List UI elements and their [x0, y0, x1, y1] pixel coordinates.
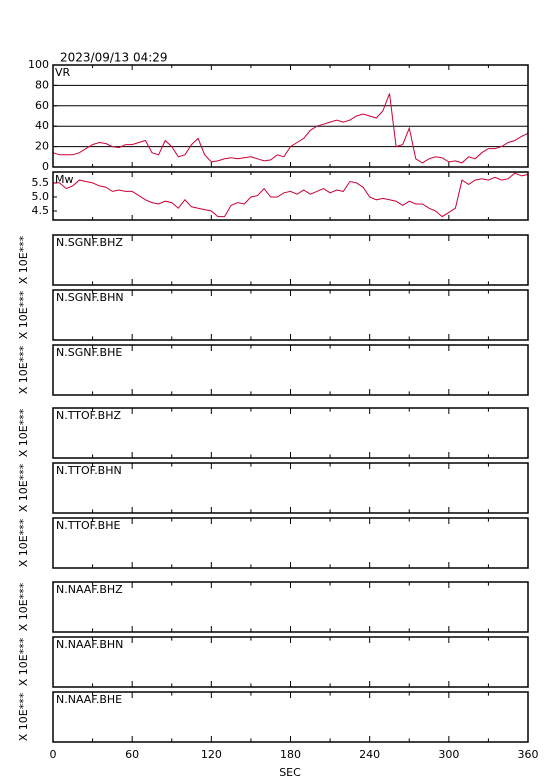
y-tick-label: 5.0 — [32, 190, 50, 203]
trace-frame — [52, 691, 529, 743]
trace-scale: X 10E*** — [17, 463, 30, 512]
x-axis-label: SEC — [279, 766, 301, 779]
trace-label: N.SGNF.BHZ — [56, 236, 123, 249]
trace-label: N.NAAF.BHE — [56, 693, 122, 706]
trace-scale: X 10E*** — [17, 518, 30, 567]
trace-label: N.NAAF.BHZ — [56, 583, 123, 596]
y-tick-label: 100 — [28, 58, 49, 71]
y-tick-label: 40 — [35, 119, 49, 132]
trace-line — [52, 93, 529, 164]
trace-scale: X 10E*** — [17, 408, 30, 457]
x-tick-label: 300 — [438, 748, 459, 761]
figure-title: 2023/09/13 04:29 — [60, 51, 168, 65]
panel-frame — [52, 64, 529, 168]
x-tick-label: 60 — [125, 748, 139, 761]
trace-frame — [52, 636, 529, 688]
panel-label: VR — [55, 66, 71, 79]
trace-label: N.TTOF.BHN — [56, 464, 122, 477]
x-tick-label: 240 — [359, 748, 380, 761]
y-tick-label: 0 — [42, 160, 49, 173]
trace-scale: X 10E*** — [17, 235, 30, 284]
trace-scale: X 10E*** — [17, 345, 30, 394]
y-tick-label: 20 — [35, 140, 49, 153]
y-tick-label: 5.5 — [32, 176, 50, 189]
y-tick-label: 4.5 — [32, 204, 50, 217]
trace-frame — [52, 462, 529, 514]
trace-scale: X 10E*** — [17, 692, 30, 741]
trace-label: N.TTOF.BHZ — [56, 409, 122, 422]
trace-frame — [52, 407, 529, 459]
trace-label: N.TTOF.BHE — [56, 519, 121, 532]
trace-label: N.SGNF.BHE — [56, 346, 122, 359]
x-tick-label: 0 — [50, 748, 57, 761]
trace-frame — [52, 234, 529, 286]
y-tick-label: 80 — [35, 78, 49, 91]
x-tick-label: 360 — [518, 748, 539, 761]
trace-frame — [52, 344, 529, 396]
trace-scale: X 10E*** — [17, 637, 30, 686]
trace-scale: X 10E*** — [17, 290, 30, 339]
x-tick-label: 120 — [201, 748, 222, 761]
trace-label: N.SGNF.BHN — [56, 291, 124, 304]
x-tick-label: 180 — [280, 748, 301, 761]
trace-frame — [52, 581, 529, 633]
trace-frame — [52, 289, 529, 341]
trace-frame — [52, 517, 529, 569]
y-tick-label: 60 — [35, 99, 49, 112]
panel-frame — [52, 171, 529, 221]
trace-label: N.NAAF.BHN — [56, 638, 123, 651]
panel-label: Mw — [55, 173, 74, 186]
trace-scale: X 10E*** — [17, 582, 30, 631]
trace-line — [53, 172, 529, 218]
